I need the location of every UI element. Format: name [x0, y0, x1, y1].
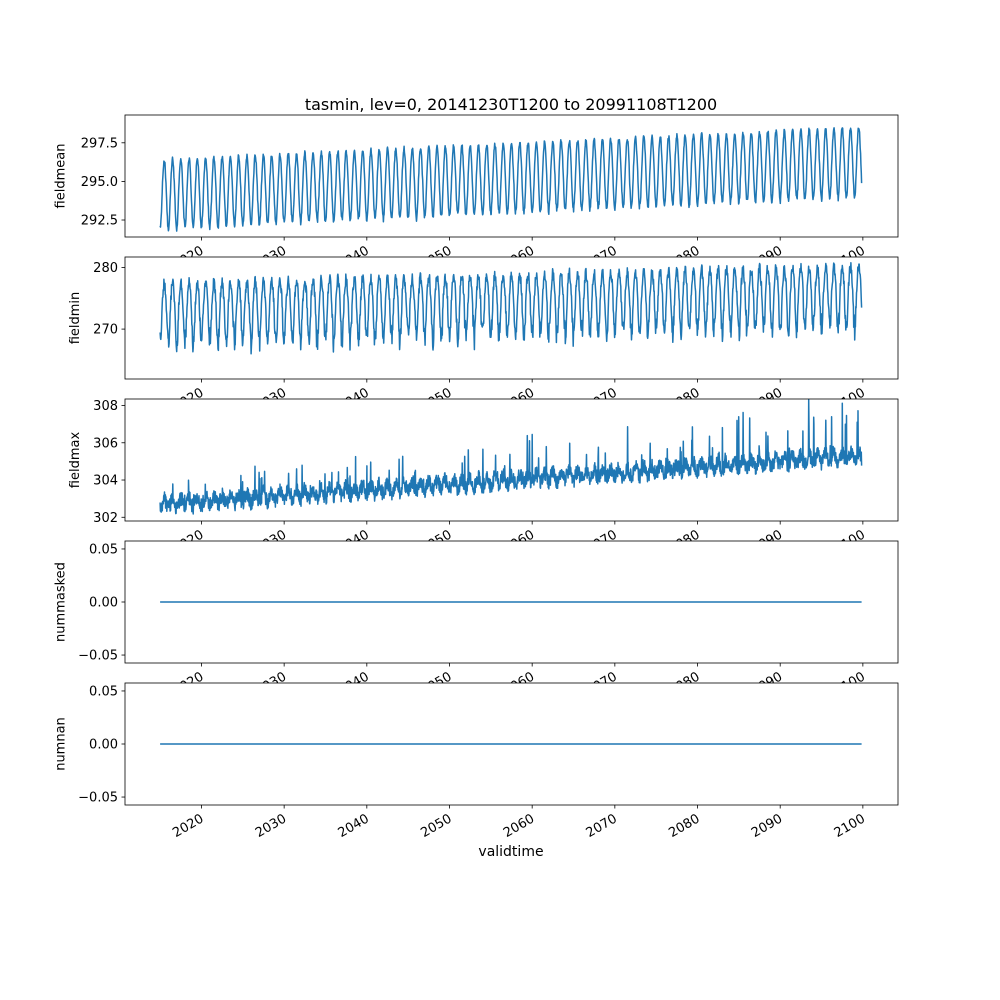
y-tick-label: 295.0 [81, 175, 118, 190]
x-tick-label: 2070 [584, 811, 620, 841]
y-tick-label: 306 [93, 436, 118, 451]
y-tick-label: 0.05 [89, 684, 118, 699]
x-tick-label: 2030 [253, 811, 289, 841]
x-tick-label: 2060 [501, 811, 537, 841]
axes-border [124, 114, 899, 238]
series-line-fieldmean [159, 127, 863, 232]
y-axis-label-numnan: numnan [54, 717, 69, 771]
y-tick-label: 0.05 [89, 542, 118, 557]
y-tick-label: −0.05 [78, 791, 118, 806]
x-tick-label: 2090 [749, 811, 785, 841]
y-axis-label-fieldmin: fieldmin [68, 292, 83, 345]
y-tick-label: 308 [93, 399, 118, 414]
subplots-group: 292.5 295.0 297.5 2020 2030 2040 2050 2060 2070 2… [54, 114, 899, 841]
series-line-fieldmax [159, 399, 863, 515]
x-axis-label: validtime [478, 844, 543, 860]
y-tick-label: 292.5 [81, 214, 118, 229]
x-tick-label: 2020 [170, 811, 206, 841]
axes-border [124, 682, 899, 806]
subplot-nummasked: −0.050.000.05202020302040205020602070208… [54, 540, 899, 699]
y-tick-label: −0.05 [78, 649, 118, 664]
x-tick-label: 2080 [666, 811, 702, 841]
plot-title: tasmin, lev=0, 20141230T1200 to 20991108… [305, 95, 717, 114]
series-line-fieldmin [159, 262, 863, 355]
y-tick-label: 297.5 [81, 136, 118, 151]
y-tick-label: 280 [93, 261, 118, 276]
y-axis-label-nummasked: nummasked [54, 562, 69, 642]
y-tick-label: 270 [93, 323, 118, 338]
x-tick-label: 2050 [418, 811, 454, 841]
y-tick-label: 304 [93, 474, 118, 489]
x-tick-label: 2100 [832, 811, 868, 841]
y-tick-label: 0.00 [89, 738, 118, 753]
subplot-fieldmax: 3023043063082020203020402050206020702080… [68, 398, 899, 557]
subplot-fieldmean: 292.5295.0297.52020203020402050206020702… [54, 114, 899, 273]
subplot-numnan: −0.05 0.00 0.05 2020 2030 2040 2050 2060 2070 208… [54, 682, 899, 841]
axes-border [124, 256, 899, 380]
axes-border [124, 398, 899, 522]
subplot-fieldmin: 2702802020203020402050206020702080209021… [68, 256, 899, 415]
axes-border [124, 540, 899, 664]
x-tick-label: 2040 [336, 811, 372, 841]
y-axis-label-fieldmax: fieldmax [68, 432, 83, 489]
y-tick-label: 0.00 [89, 596, 118, 611]
y-axis-label-fieldmean: fieldmean [54, 144, 69, 209]
y-tick-label: 302 [93, 511, 118, 526]
